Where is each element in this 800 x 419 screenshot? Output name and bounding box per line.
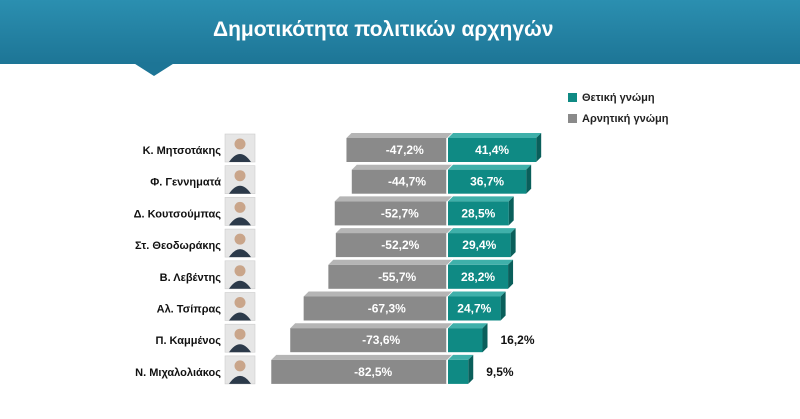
positive-value-label: 36,7%: [470, 175, 504, 189]
positive-bar-top: [448, 196, 514, 202]
negative-bar-top: [328, 259, 452, 265]
positive-bar-side: [500, 291, 506, 321]
category-label: Αλ. Τσίπρας: [157, 304, 222, 316]
positive-bar: [448, 296, 501, 321]
positive-bar: [448, 233, 511, 258]
negative-bar-top: [303, 291, 452, 297]
negative-value-label: -73,6%: [362, 333, 400, 347]
portrait-icon: [229, 217, 251, 226]
negative-bar-top: [271, 354, 452, 360]
positive-value-label: 28,2%: [461, 270, 495, 284]
portrait-icon: [229, 249, 251, 258]
chart-legend: Θετική γνώμη Αρνητική γνώμη: [568, 87, 668, 129]
category-label: Κ. Μητσοτάκης: [143, 145, 222, 157]
positive-bar-top: [448, 259, 514, 265]
negative-bar: [303, 296, 447, 321]
portrait-icon: [229, 280, 251, 289]
legend-item-positive: Θετική γνώμη: [568, 87, 668, 108]
positive-value-label: 24,7%: [457, 302, 491, 316]
negative-bar-top: [346, 133, 452, 138]
avatar-face: [234, 138, 246, 150]
category-label: Β. Λεβέντης: [160, 272, 222, 284]
positive-value-label: 9,5%: [486, 365, 514, 379]
positive-bar-top: [448, 291, 506, 297]
positive-bar: [448, 359, 469, 384]
portrait-icon: [229, 344, 251, 353]
positive-value-label: 41,4%: [475, 143, 509, 157]
negative-bar: [334, 201, 447, 226]
portrait-icon: [229, 375, 251, 384]
negative-value-label: -52,7%: [381, 206, 419, 220]
positive-bar: [448, 201, 509, 226]
negative-bar: [271, 359, 447, 384]
negative-bar: [335, 233, 447, 258]
negative-bar-top: [290, 323, 452, 329]
legend-swatch-positive: [568, 93, 577, 102]
portrait-icon: [229, 185, 251, 194]
category-label: Στ. Θεοδωράκης: [135, 240, 221, 252]
avatar-face: [234, 170, 246, 182]
negative-value-label: -82,5%: [354, 365, 392, 379]
page-title: Δημοτικότητα πολιτικών αρχηγών: [213, 18, 554, 41]
category-label: Π. Καμμένος: [156, 335, 222, 347]
negative-bar-top: [334, 196, 452, 202]
negative-bar: [351, 169, 447, 194]
avatar-face: [234, 265, 246, 277]
positive-bar: [448, 264, 509, 289]
negative-bar-top: [351, 164, 452, 170]
category-label: Φ. Γεννηματά: [150, 177, 221, 189]
positive-bar-top: [448, 323, 488, 329]
legend-swatch-negative: [568, 114, 577, 123]
positive-bar-top: [448, 164, 532, 170]
positive-value-label: 28,5%: [461, 206, 495, 220]
positive-bar-side: [508, 196, 514, 226]
negative-value-label: -52,2%: [381, 238, 419, 252]
avatar-face: [234, 233, 246, 245]
avatar-face: [234, 328, 246, 340]
positive-bar: [448, 138, 537, 162]
positive-bar: [448, 328, 483, 353]
negative-value-label: -47,2%: [386, 143, 424, 157]
header-banner: [0, 0, 800, 64]
positive-bar-side: [468, 354, 474, 384]
positive-value-label: 16,2%: [501, 333, 535, 347]
negative-value-label: -67,3%: [368, 302, 406, 316]
avatar-face: [234, 201, 246, 213]
negative-value-label: -55,7%: [378, 270, 416, 284]
positive-bar: [448, 169, 527, 194]
portrait-icon: [229, 312, 251, 321]
positive-bar-top: [448, 133, 542, 138]
positive-bar-top: [448, 228, 516, 234]
negative-bar-top: [335, 228, 452, 234]
positive-bar-side: [510, 228, 516, 258]
header-notch: [132, 62, 176, 76]
negative-bar: [290, 328, 447, 353]
legend-label-negative: Αρνητική γνώμη: [582, 112, 669, 125]
negative-bar: [328, 264, 447, 289]
portrait-icon: [229, 154, 251, 162]
category-label: Ν. Μιχαλολιάκος: [135, 367, 221, 379]
positive-bar-side: [508, 259, 514, 289]
legend-label-positive: Θετική γνώμη: [582, 91, 655, 104]
category-label: Δ. Κουτσούμπας: [134, 208, 222, 220]
positive-bar-side: [482, 323, 488, 353]
avatar-face: [234, 297, 246, 308]
negative-value-label: -44,7%: [388, 175, 426, 189]
negative-bar: [346, 138, 447, 162]
avatar-face: [234, 360, 246, 372]
legend-item-negative: Αρνητική γνώμη: [568, 108, 668, 129]
positive-value-label: 29,4%: [462, 238, 496, 252]
positive-bar-side: [526, 164, 532, 194]
positive-bar-side: [536, 133, 542, 162]
positive-bar-top: [448, 354, 474, 360]
